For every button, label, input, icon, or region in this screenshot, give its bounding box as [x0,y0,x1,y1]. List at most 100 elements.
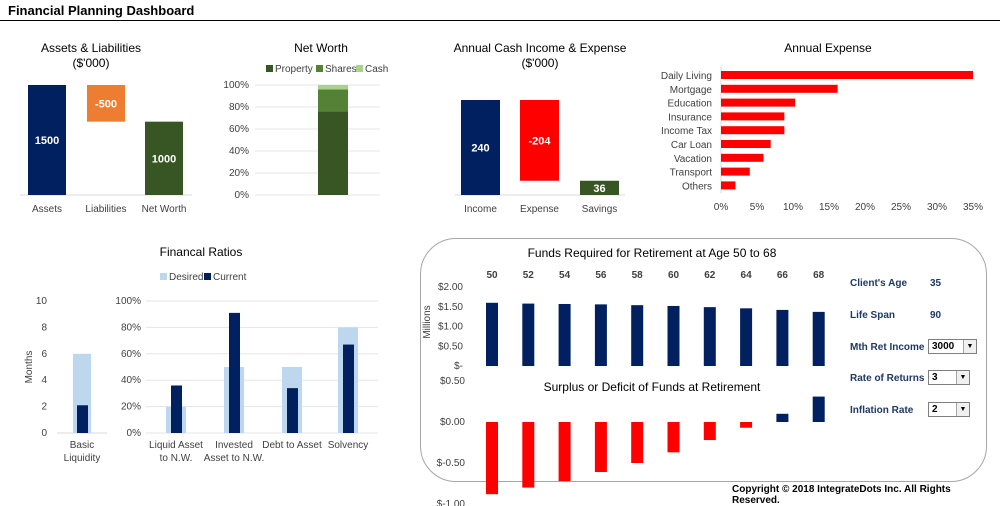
legend-label: Property [275,64,313,75]
x-tick-label: Net Worth [142,204,187,215]
bar [558,422,571,482]
chart-title: Surplus or Deficit of Funds at Retiremen… [544,380,761,394]
x-tick-label: 62 [704,270,716,281]
chart-title: Annual Cash Income & Expense [454,41,627,55]
bar [594,422,607,473]
y-axis-title: Months [24,351,35,384]
bar [812,311,825,366]
x-tick-label: 25% [891,202,911,213]
x-tick-label: Assets [32,204,62,215]
x-tick-label: 60 [668,270,680,281]
y-tick-label: $0.50 [440,376,465,387]
x-tick-label: Liquidity [64,453,101,464]
rate-of-returns-select[interactable]: 3 ▼ [928,370,970,385]
bar [721,112,785,121]
legend-swatch [356,65,363,72]
x-tick-label: 66 [777,270,789,281]
bar [703,307,716,366]
bar [812,396,825,422]
x-tick-label: to N.W. [160,453,193,464]
bar-segment [318,89,348,112]
chart-title: Annual Expense [784,41,872,55]
y-tick-label: 6 [41,349,47,360]
bar [776,309,789,366]
bar [740,422,753,428]
mth-ret-income-value: 3000 [932,341,955,352]
y-tick-label: 100% [115,296,141,307]
legend-swatch [204,273,211,280]
life-span-label: Life Span [850,310,896,321]
current-bar [77,405,88,433]
legend-label: Shares [325,64,357,75]
clients-age-label: Client's Age [850,278,908,289]
y-tick-label: 0 [41,428,47,439]
bar [594,304,607,366]
y-tick-label: $1.00 [438,322,463,333]
x-tick-label: Basic [70,440,94,451]
mth-ret-income-label: Mth Ret Income [850,342,925,353]
data-label: 240 [471,143,489,155]
y-axis-title: Millions [422,305,433,338]
chevron-down-icon[interactable]: ▼ [963,340,976,353]
mth-ret-income-select[interactable]: 3000 ▼ [928,339,977,354]
y-tick-label: 40% [229,146,249,157]
bar [145,121,183,195]
x-tick-label: 5% [750,202,765,213]
bar [486,422,498,495]
bar-segment [318,111,348,195]
current-bar [287,388,298,433]
inflation-rate-select[interactable]: 2 ▼ [928,402,970,417]
data-label: 1500 [35,135,59,147]
bar [28,85,66,195]
bar [87,85,125,122]
legend-label: Cash [365,64,388,75]
current-bar [171,385,182,433]
y-tick-label: 0% [235,190,250,201]
y-tick-label: $1.50 [438,302,463,313]
y-tick-label: 10 [36,296,48,307]
y-tick-label: Daily Living [661,71,712,82]
rate-of-returns-label: Rate of Returns [850,373,925,384]
bar [580,180,619,195]
bar [703,422,716,441]
bar [667,422,680,453]
bar [667,305,680,366]
inflation-rate-value: 2 [932,404,938,415]
legend-swatch [266,65,273,72]
y-tick-label: 8 [41,322,47,333]
chevron-down-icon[interactable]: ▼ [956,371,969,384]
bar [721,167,750,176]
x-tick-label: 56 [595,270,607,281]
y-tick-label: 4 [41,375,47,386]
legend-swatch [160,273,167,280]
chart-title: Assets & Liabilities [41,41,141,55]
legend-swatch [316,65,323,72]
x-tick-label: Expense [520,204,559,215]
x-tick-label: 58 [632,270,644,281]
x-tick-label: 0% [714,202,729,213]
chevron-down-icon[interactable]: ▼ [956,403,969,416]
x-tick-label: 20% [855,202,875,213]
bar [721,140,771,148]
y-tick-label: 80% [229,102,249,113]
bar [486,302,498,366]
x-tick-label: Savings [582,204,618,215]
y-tick-label: $0.50 [438,341,463,352]
legend-label: Desired [169,272,203,283]
data-label: 1000 [152,153,176,165]
data-label: -204 [528,135,551,147]
y-tick-label: 20% [121,402,141,413]
y-tick-label: Car Loan [671,140,712,151]
chart-title: Net Worth [294,41,348,55]
y-tick-label: Vacation [674,154,712,165]
y-tick-label: $0.00 [440,417,465,428]
bar [721,84,838,93]
clients-age-value: 35 [930,278,942,289]
current-bar [229,312,240,433]
x-tick-label: Liabilities [85,204,126,215]
x-tick-label: Solvency [328,440,369,451]
y-tick-label: 60% [229,124,249,135]
bar [522,422,535,488]
chart-subtitle: ($'000) [522,56,559,70]
